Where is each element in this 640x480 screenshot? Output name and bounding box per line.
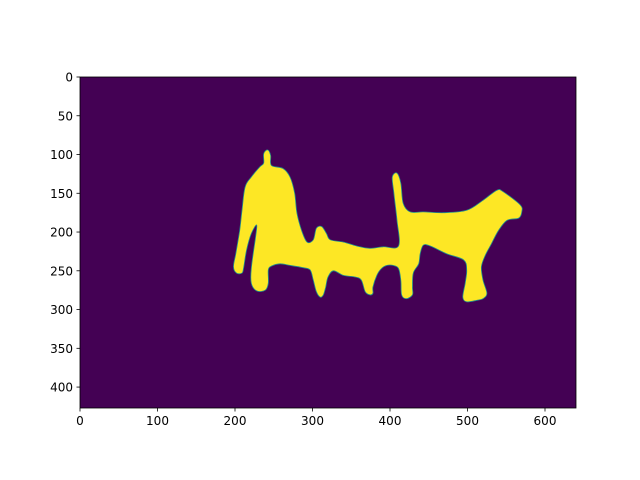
y-tick-label: 200	[50, 226, 73, 240]
axes-frame	[79, 76, 577, 409]
x-tick-label: 100	[146, 414, 169, 428]
x-axis: 0 100 200 300 400 500 600	[76, 408, 556, 428]
y-tick-label: 50	[58, 109, 73, 123]
mask-region	[233, 149, 523, 303]
x-tick-label: 300	[301, 414, 324, 428]
y-tick-label: 0	[65, 71, 73, 85]
y-tick-label: 100	[50, 148, 73, 162]
y-tick-label: 250	[50, 264, 73, 278]
x-tick-label: 200	[224, 414, 247, 428]
y-tick-label: 300	[50, 303, 73, 317]
y-tick-label: 350	[50, 342, 73, 356]
x-tick-label: 400	[379, 414, 402, 428]
y-tick-label: 400	[50, 381, 73, 395]
x-tick-label: 600	[534, 414, 557, 428]
y-axis: 0 50 100 150 200 250 300 350 400	[50, 71, 80, 395]
y-tick-label: 150	[50, 187, 73, 201]
x-tick-label: 500	[456, 414, 479, 428]
x-tick-label: 0	[76, 414, 84, 428]
